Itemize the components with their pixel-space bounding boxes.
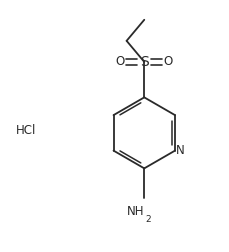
Text: HCl: HCl	[16, 124, 36, 137]
Text: 2: 2	[145, 215, 151, 224]
Text: NH: NH	[127, 205, 144, 218]
Text: O: O	[116, 55, 125, 68]
Text: O: O	[164, 55, 173, 68]
Text: S: S	[140, 55, 149, 69]
Text: N: N	[176, 144, 184, 157]
